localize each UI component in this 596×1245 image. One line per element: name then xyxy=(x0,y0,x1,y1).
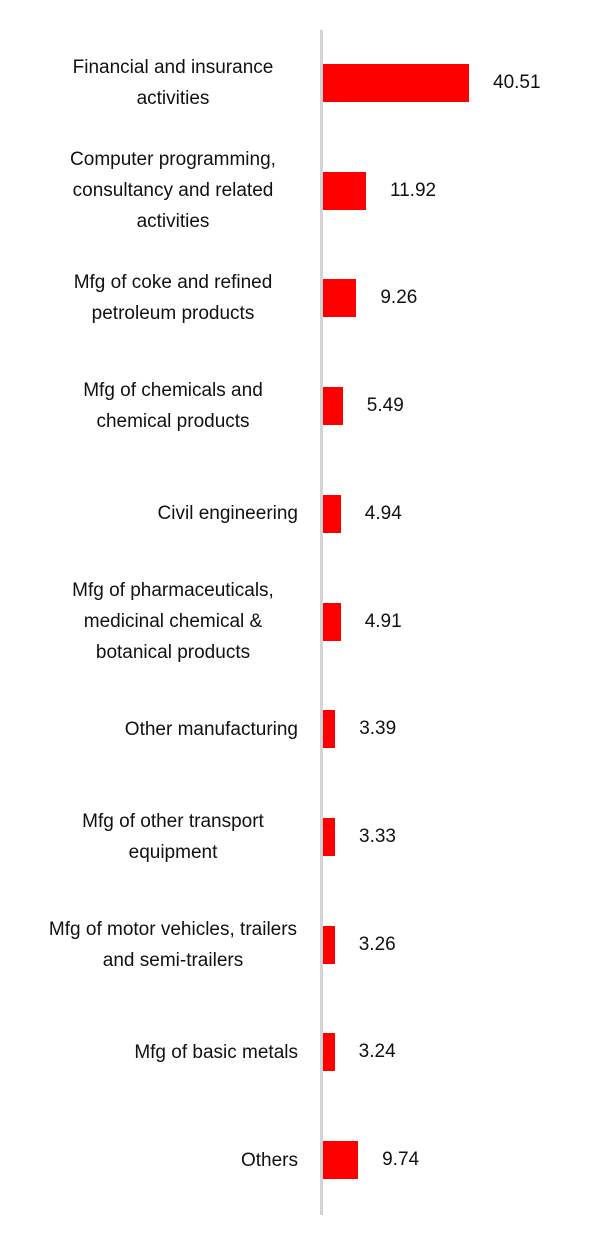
bar xyxy=(323,387,343,426)
bar xyxy=(323,279,357,318)
value-label: 9.26 xyxy=(380,287,418,309)
value-label: 9.74 xyxy=(382,1149,420,1170)
category-label: Mfg of coke and refined petroleum produc… xyxy=(73,272,273,325)
category-label-box: Others xyxy=(38,1110,298,1210)
category-label: Computer programming, consultancy and re… xyxy=(70,149,276,233)
bar xyxy=(323,1141,359,1179)
category-label-box: Computer programming, consultancy and re… xyxy=(38,141,298,241)
bar xyxy=(323,494,341,533)
category-label: Mfg of other transport equipment xyxy=(82,810,264,863)
category-label: Others xyxy=(240,1149,298,1171)
value-label: 3.24 xyxy=(358,1041,396,1063)
category-label-box: Mfg of chemicals and chemical products xyxy=(38,356,298,456)
category-label-box: Mfg of motor vehicles, trailers and semi… xyxy=(38,895,298,995)
bar xyxy=(323,925,335,964)
category-label-box: Mfg of other transport equipment xyxy=(38,787,298,887)
value-label: 4.94 xyxy=(364,502,402,524)
category-label-box: Mfg of coke and refined petroleum produc… xyxy=(38,248,298,348)
value-label: 3.26 xyxy=(358,933,396,955)
value-label: 4.91 xyxy=(364,610,402,632)
category-label: Other manufacturing xyxy=(124,718,298,740)
category-label-box: Financial and insurance activities xyxy=(38,33,298,133)
axis-line xyxy=(320,30,323,1215)
category-label-box: Mfg of basic metals xyxy=(38,1002,298,1102)
value-label: 11.92 xyxy=(389,179,437,201)
value-label: 3.39 xyxy=(359,718,397,740)
value-label: 3.33 xyxy=(359,825,396,847)
category-label: Financial and insurance activities xyxy=(72,57,274,109)
bar xyxy=(323,710,336,749)
category-label: Mfg of basic metals xyxy=(134,1041,298,1063)
category-label-box: Civil engineering xyxy=(38,464,298,564)
bar xyxy=(323,817,335,856)
category-label: Mfg of chemicals and chemical products xyxy=(83,380,263,433)
value-label: 5.49 xyxy=(366,395,404,417)
category-label: Civil engineering xyxy=(157,503,298,525)
bar xyxy=(323,1033,335,1072)
category-label: Mfg of motor vehicles, trailers and semi… xyxy=(48,918,298,971)
bar xyxy=(323,64,469,102)
category-label-box: Mfg of pharmaceuticals, medicinal chemic… xyxy=(38,572,298,672)
value-label: 40.51 xyxy=(493,72,541,93)
bar xyxy=(323,602,341,641)
category-label: Mfg of pharmaceuticals, medicinal chemic… xyxy=(72,580,274,663)
bar xyxy=(323,171,366,210)
category-label-box: Other manufacturing xyxy=(38,679,298,779)
